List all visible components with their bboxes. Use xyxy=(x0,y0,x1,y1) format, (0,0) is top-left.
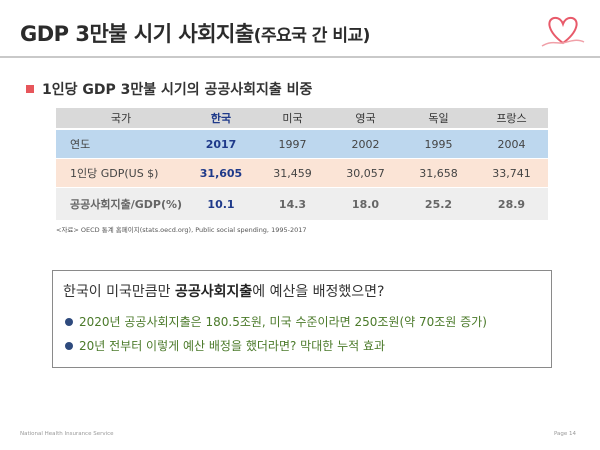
callout-point-text: 2020년 공공사회지출은 180.5조원, 미국 수준이라면 250조원(약 … xyxy=(79,315,487,329)
table-cell: 1997 xyxy=(256,129,329,159)
table-cell: 31,658 xyxy=(402,158,475,188)
section-heading: 1인당 GDP 3만불 시기의 공공사회지출 비중 xyxy=(26,79,312,99)
section-heading-text: 1인당 GDP 3만불 시기의 공공사회지출 비중 xyxy=(42,82,313,98)
table-cell: 33,741 xyxy=(475,158,548,188)
table-header-cell: 국가 xyxy=(56,108,186,130)
table-header-row: 국가 한국 미국 영국 독일 프랑스 xyxy=(56,108,548,130)
table-cell: 31,459 xyxy=(256,158,329,188)
table-cell: 2002 xyxy=(329,129,402,159)
circle-bullet-icon xyxy=(65,341,73,350)
table-row-label: 1인당 GDP(US $) xyxy=(56,158,186,188)
table-cell-korea: 2017 xyxy=(186,129,256,159)
table-cell: 18.0 xyxy=(329,187,402,221)
table-cell: 1995 xyxy=(402,129,475,159)
table-row-label: 공공사회지출/GDP(%) xyxy=(56,187,186,221)
callout-question: 한국이 미국만큼만 공공사회지출에 예산을 배정했으면? xyxy=(63,281,385,301)
table-cell-korea: 10.1 xyxy=(186,187,256,221)
title-divider xyxy=(0,56,600,58)
table-row-label: 연도 xyxy=(56,129,186,159)
slide-title: GDP 3만불 시기 사회지출(주요국 간 비교) xyxy=(20,18,370,48)
table-row-gdp: 1인당 GDP(US $) 31,605 31,459 30,057 31,65… xyxy=(56,158,548,188)
slide-title-main: GDP 3만불 시기 사회지출 xyxy=(20,22,254,46)
table-cell: 2004 xyxy=(475,129,548,159)
table-header-cell: 영국 xyxy=(329,108,402,130)
table-header-cell: 프랑스 xyxy=(475,108,548,130)
source-note: <자료> OECD 통계 홈페이지(stats.oecd.org), Publi… xyxy=(56,226,307,234)
square-bullet-icon xyxy=(26,85,34,93)
ribbon-heart-logo-icon xyxy=(541,16,585,47)
footer-page-number: Page 14 xyxy=(553,431,576,437)
footer-organization: National Health Insurance Service xyxy=(20,431,114,437)
callout-question-pre: 한국이 미국만큼만 xyxy=(63,284,175,300)
table-row-year: 연도 2017 1997 2002 1995 2004 xyxy=(56,129,548,159)
table-header-cell-korea: 한국 xyxy=(186,108,256,130)
table-header-cell: 미국 xyxy=(256,108,329,130)
table-row-social-spending: 공공사회지출/GDP(%) 10.1 14.3 18.0 25.2 28.9 xyxy=(56,187,548,221)
callout-point: 2020년 공공사회지출은 180.5조원, 미국 수준이라면 250조원(약 … xyxy=(65,313,487,330)
slide-title-sub: (주요국 간 비교) xyxy=(253,26,371,46)
callout-point-text: 20년 전부터 이렇게 예산 배정을 했더라면? 막대한 누적 효과 xyxy=(79,339,386,353)
callout-question-post: 에 예산을 배정했으면? xyxy=(252,284,385,300)
callout-box: 한국이 미국만큼만 공공사회지출에 예산을 배정했으면? 2020년 공공사회지… xyxy=(52,270,552,368)
circle-bullet-icon xyxy=(65,317,73,326)
table-cell-korea: 31,605 xyxy=(186,158,256,188)
table-cell: 30,057 xyxy=(329,158,402,188)
table-cell: 14.3 xyxy=(256,187,329,221)
comparison-table: 국가 한국 미국 영국 독일 프랑스 연도 2017 1997 2002 199… xyxy=(56,108,548,221)
table-cell: 28.9 xyxy=(475,187,548,221)
callout-point: 20년 전부터 이렇게 예산 배정을 했더라면? 막대한 누적 효과 xyxy=(65,337,385,354)
table-cell: 25.2 xyxy=(402,187,475,221)
callout-question-bold: 공공사회지출 xyxy=(174,284,253,300)
table-header-cell: 독일 xyxy=(402,108,475,130)
